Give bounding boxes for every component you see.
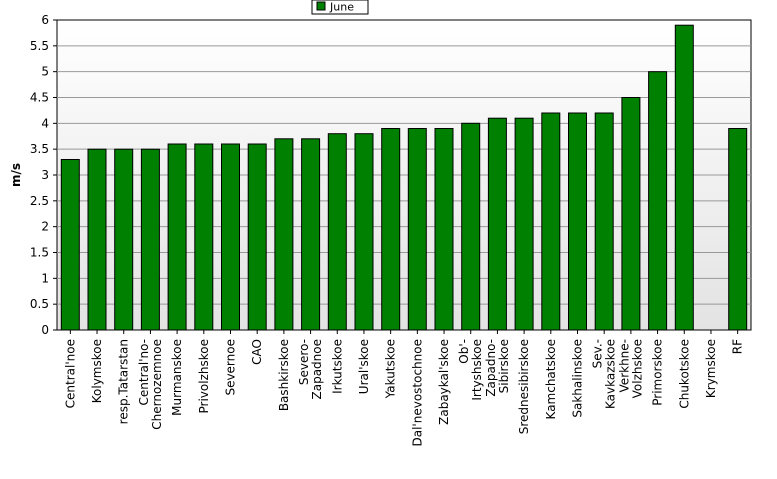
x-tick-label: Dal'nevostochnoe: [410, 339, 424, 447]
bar: [354, 133, 374, 331]
bar: [434, 128, 454, 331]
x-tick-label: Sev.-Kavkazskoe: [591, 339, 618, 409]
y-tick-label: 2: [41, 220, 49, 234]
bars: [60, 24, 748, 331]
x-tick-label: Kolymskoe: [90, 339, 104, 403]
bar: [167, 143, 187, 331]
x-tick-label: Verkhne-Volzhskoe: [617, 339, 644, 398]
x-tick-label: Central'no-Chernozemnoe: [137, 339, 164, 430]
x-tick-label: Krymskoe: [704, 339, 718, 398]
x-tick-label: Bashkirskoe: [277, 339, 291, 411]
x-tick-label: Yakutskoe: [384, 339, 398, 399]
x-tick-label: Kamchatskoe: [544, 339, 558, 419]
y-tick-label: 3: [41, 168, 49, 182]
bar: [221, 143, 240, 331]
bar: [568, 112, 587, 331]
bar: [60, 159, 80, 331]
x-tick-label: CAO: [250, 339, 264, 365]
bar: [487, 117, 507, 331]
y-tick-label: 4: [41, 116, 49, 130]
bar: [274, 138, 294, 331]
bar: [247, 143, 267, 331]
bar: [674, 24, 694, 331]
bar: [621, 97, 641, 331]
bar: [114, 148, 134, 331]
y-tick-label: 4.5: [30, 91, 49, 105]
legend[interactable]: June: [311, 0, 369, 15]
y-axis-label: m/s: [9, 163, 23, 187]
x-tick-label: Zapadno-Sibirskoe: [484, 339, 511, 397]
bar: [728, 128, 748, 331]
y-tick-label: 3.5: [30, 142, 49, 156]
x-tick-label: Primorskoe: [651, 339, 665, 406]
x-tick-label: Chukotskoe: [677, 339, 691, 409]
bar: [541, 112, 561, 331]
bar: [194, 143, 214, 331]
x-tick-label: Ob'-Irtyshskoe: [457, 339, 484, 401]
x-tick-label: resp.Tatarstan: [117, 339, 131, 424]
bar: [514, 117, 534, 331]
bar: [140, 148, 160, 331]
bar: [407, 128, 427, 331]
y-tick-label: 1.5: [30, 246, 49, 260]
x-tick-label: Central'noe: [63, 339, 77, 408]
x-tick-label: Privolzhskoe: [197, 339, 211, 413]
x-tick-label: Srednesibirskoe: [517, 339, 531, 434]
y-tick-labels: 0 0.5 1 1.5 2 2.5 3 3.5 4 4.5 5 5.5 6: [30, 13, 57, 337]
y-tick-label: 0.5: [30, 297, 49, 311]
x-tick-label: Sakhalinskoe: [571, 339, 585, 418]
x-tick-label: Severo-Zapadnoe: [297, 339, 324, 400]
y-tick-label: 6: [41, 13, 49, 27]
bar: [301, 138, 321, 331]
y-tick-label: 2.5: [30, 194, 49, 208]
y-tick-label: 5.5: [30, 39, 49, 53]
bar: [87, 148, 107, 331]
bar: [594, 112, 614, 331]
bar: [648, 71, 668, 331]
x-tick-label: Zabaykal'skoe: [437, 339, 451, 425]
x-tick-label: Irkutskoe: [330, 339, 344, 394]
x-tick-label: RF: [731, 339, 745, 354]
bar: [381, 128, 401, 331]
x-tick-labels: Central'noe Kolymskoe resp.Tatarstan Centra…: [63, 330, 745, 447]
y-tick-label: 1: [41, 271, 49, 285]
y-tick-label: 5: [41, 65, 49, 79]
x-tick-label: Ural'skoe: [357, 339, 371, 394]
bar: [461, 122, 481, 331]
x-tick-label: Severnoe: [224, 339, 238, 396]
y-tick-label: 0: [41, 323, 49, 337]
x-tick-label: Murmanskoe: [170, 339, 184, 416]
bar: [327, 133, 347, 331]
legend-label-june: June: [329, 1, 354, 14]
legend-swatch: [316, 1, 326, 11]
